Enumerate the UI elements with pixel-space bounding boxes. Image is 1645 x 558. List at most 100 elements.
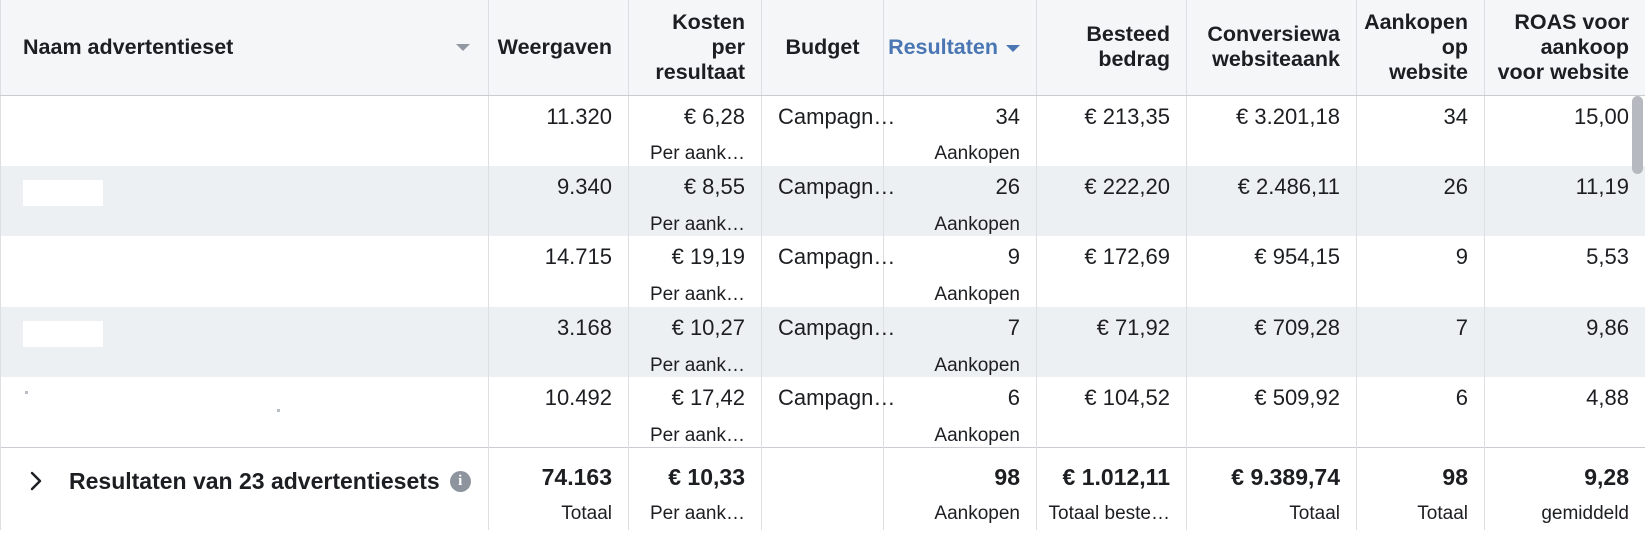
cell-cost-per-result-sub: Per aank… [649, 284, 745, 306]
cell-results-value: 34 [995, 103, 1020, 129]
cell-website-purchases: 6 [1356, 376, 1485, 448]
cell-roas: 15,00 [1484, 95, 1645, 166]
cell-impressions: 3.168 [488, 306, 629, 377]
cell-name[interactable] [0, 95, 489, 166]
cell-cost-per-result: € 10,27 Per aank… [628, 306, 762, 377]
chevron-down-icon[interactable] [456, 44, 470, 52]
totals-results-sub: Aankopen [934, 503, 1020, 525]
table-row[interactable]: 3.168 € 10,27 Per aank… Campagn… 7 Aanko… [0, 306, 1645, 377]
totals-budget [761, 447, 884, 530]
cell-cost-per-result: € 8,55 Per aank… [628, 165, 762, 237]
cell-results-sub: Aankopen [934, 424, 1020, 446]
column-header-name[interactable]: Naam advertentieset [0, 0, 489, 96]
totals-conversion-value-value: € 9.389,74 [1231, 464, 1340, 491]
cell-conversion-value: € 509,92 [1186, 376, 1357, 448]
totals-row[interactable]: Resultaten van 23 advertentiesets i 74.1… [0, 447, 1645, 530]
totals-label: Resultaten van 23 advertentiesets [69, 467, 440, 494]
chevron-right-icon[interactable] [25, 470, 47, 492]
table-row[interactable]: 10.492 € 17,42 Per aank… Campagn… 6 Aank… [0, 376, 1645, 448]
cell-results-sub: Aankopen [934, 354, 1020, 376]
totals-cost-per-result-value: € 10,33 [668, 464, 745, 491]
table-header: Naam advertentieset Weergaven Kosten per… [0, 0, 1645, 96]
cell-results-value: 6 [1007, 384, 1020, 410]
vertical-scrollbar[interactable] [1632, 96, 1643, 456]
cell-cost-per-result: € 6,28 Per aank… [628, 95, 762, 166]
cell-results: 26 Aankopen [883, 165, 1037, 237]
cell-roas: 11,19 [1484, 165, 1645, 237]
cell-name[interactable] [0, 165, 489, 237]
column-header-conversion-value-l1: Conversiewa [1207, 22, 1340, 47]
totals-results-value: 98 [994, 464, 1020, 491]
sort-caret-down-icon[interactable] [1006, 44, 1020, 52]
totals-impressions-sub: Totaal [561, 503, 612, 525]
cell-budget: Campagn… [761, 236, 895, 307]
column-header-impressions-label: Weergaven [497, 34, 612, 59]
cell-amount-spent: € 71,92 [1036, 306, 1187, 377]
cell-cost-per-result-sub: Per aank… [649, 354, 745, 376]
cell-results-value: 26 [995, 173, 1020, 199]
cell-cost-per-result-sub: Per aank… [649, 424, 745, 446]
cell-conversion-value: € 954,15 [1186, 236, 1357, 307]
cell-amount-spent: € 222,20 [1036, 165, 1187, 237]
column-header-website-purchases[interactable]: Aankopen op website [1356, 0, 1485, 96]
cell-cost-per-result-sub: Per aank… [649, 213, 745, 235]
cell-amount-spent: € 104,52 [1036, 376, 1187, 448]
column-header-results[interactable]: Resultaten [883, 0, 1037, 96]
cell-results-sub: Aankopen [934, 284, 1020, 306]
column-header-results-label: Resultaten [888, 34, 998, 59]
cell-results-sub: Aankopen [934, 213, 1020, 235]
column-header-website-purchases-l2: op website [1389, 34, 1468, 84]
table-header-row: Naam advertentieset Weergaven Kosten per… [0, 0, 1645, 96]
cell-name[interactable] [0, 306, 489, 377]
cell-conversion-value: € 2.486,11 [1186, 165, 1357, 237]
cell-results: 6 Aankopen [883, 376, 1037, 448]
totals-amount-spent-sub: Totaal beste… [1048, 503, 1170, 525]
cell-amount-spent: € 213,35 [1036, 95, 1187, 166]
scrollbar-thumb[interactable] [1632, 96, 1643, 174]
totals-roas-sub: gemiddeld [1541, 503, 1629, 525]
cell-conversion-value: € 3.201,18 [1186, 95, 1357, 166]
totals-website-purchases-sub: Totaal [1417, 503, 1468, 525]
cell-cost-per-result-sub: Per aank… [649, 143, 745, 165]
column-header-cost-per-result-l3: resultaat [655, 59, 745, 84]
totals-conversion-value: € 9.389,74 Totaal [1186, 447, 1357, 530]
cell-results: 34 Aankopen [883, 95, 1037, 166]
redacted-name-block [23, 179, 103, 206]
cell-cost-per-result-value: € 17,42 [671, 384, 745, 410]
cell-cost-per-result-value: € 10,27 [671, 314, 745, 340]
cell-website-purchases: 26 [1356, 165, 1485, 237]
cell-name[interactable] [0, 236, 489, 307]
cell-results: 7 Aankopen [883, 306, 1037, 377]
table-row[interactable]: 9.340 € 8,55 Per aank… Campagn… 26 Aanko… [0, 165, 1645, 237]
column-header-roas-l1: ROAS voor [1514, 9, 1629, 34]
cell-name[interactable] [0, 376, 489, 448]
table-body: 11.320 € 6,28 Per aank… Campagn… 34 Aank… [0, 95, 1645, 530]
cell-budget: Campagn… [761, 306, 895, 377]
cell-cost-per-result-value: € 8,55 [683, 173, 745, 199]
column-header-impressions[interactable]: Weergaven [488, 0, 629, 96]
cell-results-value: 7 [1007, 314, 1020, 340]
cell-budget: Campagn… [761, 165, 895, 237]
column-header-amount-spent-l2: bedrag [1098, 47, 1170, 72]
column-header-conversion-value[interactable]: Conversiewa websiteaank [1186, 0, 1357, 96]
cell-amount-spent: € 172,69 [1036, 236, 1187, 307]
column-header-budget[interactable]: Budget [761, 0, 884, 96]
table-row[interactable]: 14.715 € 19,19 Per aank… Campagn… 9 Aank… [0, 236, 1645, 307]
totals-roas-value: 9,28 [1584, 464, 1629, 491]
column-header-cost-per-result[interactable]: Kosten per resultaat [628, 0, 762, 96]
table-row[interactable]: 11.320 € 6,28 Per aank… Campagn… 34 Aank… [0, 95, 1645, 166]
column-header-roas-l2: aankoop [1540, 34, 1629, 59]
column-header-amount-spent[interactable]: Besteed bedrag [1036, 0, 1187, 96]
cell-website-purchases: 9 [1356, 236, 1485, 307]
info-icon[interactable]: i [449, 470, 471, 492]
totals-cost-per-result: € 10,33 Per aank… [628, 447, 762, 530]
name-artifact-dot [277, 408, 280, 412]
totals-website-purchases-value: 98 [1442, 464, 1468, 491]
totals-label-cell[interactable]: Resultaten van 23 advertentiesets i [0, 447, 489, 530]
cell-roas: 9,86 [1484, 306, 1645, 377]
totals-impressions: 74.163 Totaal [488, 447, 629, 530]
column-header-roas[interactable]: ROAS voor aankoop voor website [1484, 0, 1645, 96]
cell-budget: Campagn… [761, 376, 895, 448]
totals-cost-per-result-sub: Per aank… [649, 503, 745, 525]
